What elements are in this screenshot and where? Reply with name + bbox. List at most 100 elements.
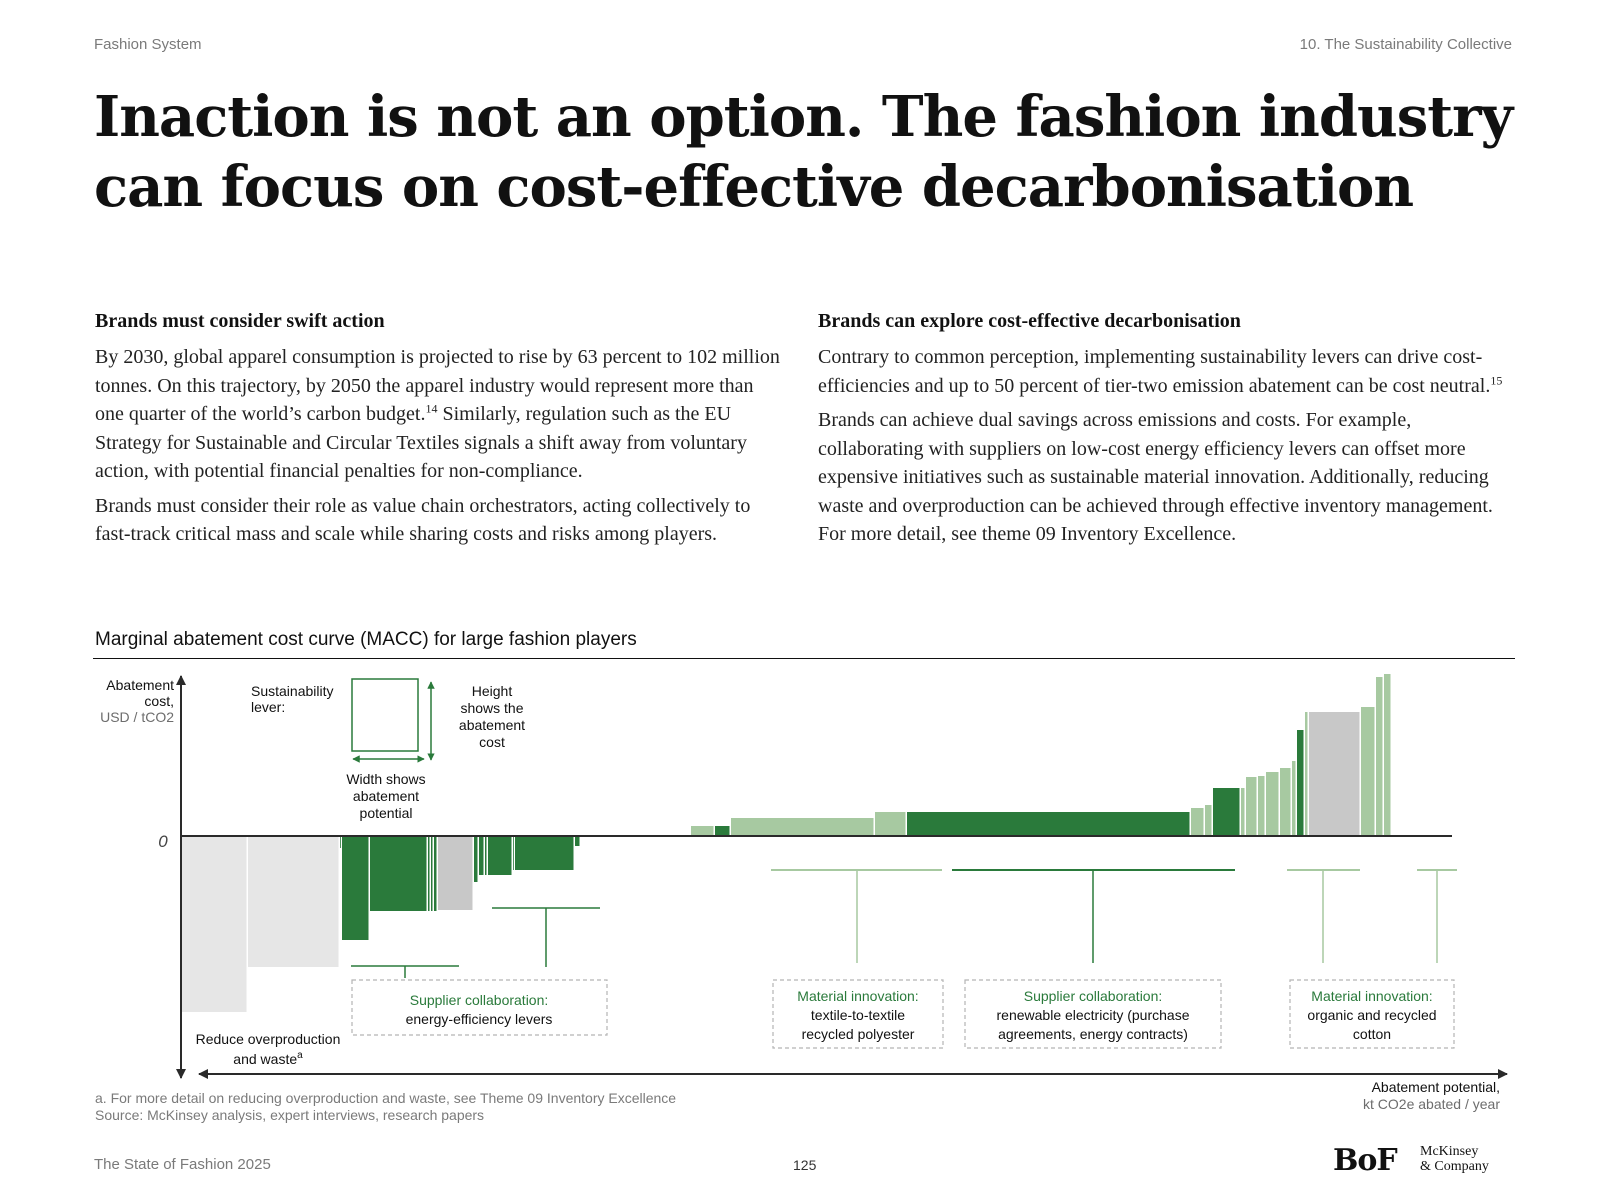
macc-bar-32 [1297,730,1304,836]
annotation-box [1289,979,1455,1049]
macc-bar-30 [1280,768,1291,836]
macc-bar-5 [370,836,427,911]
annotation-reduce-overproduction: Reduce overproduction and wastea [196,1031,341,1067]
legend-height-line-3: abatement [459,717,525,733]
annotation-reduce-line-1: Reduce overproduction [196,1031,341,1047]
right-p1-text: Contrary to common perception, implement… [818,346,1491,397]
left-p1-tail: Similarly, regulation such as the EU Str… [95,403,747,482]
footnote-ref-15: 15 [1490,372,1503,387]
right-column-heading: Brands can explore cost-effective decarb… [818,310,1241,332]
footnote-ref-14: 14 [425,401,438,416]
left-column-heading: Brands must consider swift action [95,310,385,332]
annotation-material-textile-to-textile: Material innovation: textile-to-textile … [771,869,944,1049]
mckinsey-logo-line-2: & Company [1420,1159,1489,1174]
macc-bar-22 [907,812,1190,836]
legend-height-line-2: shows the [460,700,523,716]
macc-bar-10 [474,836,478,882]
macc-bar-11 [479,836,484,875]
annotation-supplier-energy-efficiency: Supplier collaboration: energy-efficienc… [351,907,608,1036]
macc-bar-4 [342,836,369,940]
annotation-reduce-line-2: and wastea [233,1050,303,1067]
left-column: Brands must consider swift action By 203… [95,310,785,555]
y-axis-label-line-1: Abatement [106,677,174,693]
macc-bar-6 [428,836,430,911]
legend-lever-label-line-2: lever: [251,699,285,715]
macc-bar-8 [434,836,437,911]
macc-bar-37 [1384,674,1391,836]
annotation-line-1: textile-to-textile [811,1007,905,1023]
x-axis-label: Abatement potential, [1372,1079,1500,1095]
chart-title-rule [93,658,1515,659]
left-column-paragraph-2: Brands must consider their role as value… [95,494,751,546]
right-column-paragraph-2: Brands can achieve dual savings across e… [818,409,1493,545]
annotation-heading: Material innovation: [1311,988,1432,1004]
chart-title: Marginal abatement cost curve (MACC) for… [95,629,637,650]
macc-bar-18 [691,826,714,836]
annotation-box [351,979,608,1036]
macc-bar-36 [1376,677,1383,836]
x-axis-unit: kt CO2e abated / year [1363,1096,1500,1112]
annotation-line-1: renewable electricity (purchase [997,1007,1190,1023]
footer-publication: The State of Fashion 2025 [94,1156,271,1173]
macc-bar-9 [438,836,473,910]
footer-page-number: 125 [793,1157,817,1173]
header-section-label: Fashion System [94,36,202,53]
macc-bar-20 [731,818,874,836]
y-axis-unit: USD / tCO2 [100,709,174,725]
annotation-box [772,979,944,1049]
header-chapter-label: 10. The Sustainability Collective [1299,36,1512,53]
right-column-paragraph-1: Contrary to common perception, implement… [818,343,1508,400]
mckinsey-logo-line-1: McKinsey [1420,1144,1479,1159]
right-column: Brands can explore cost-effective decarb… [818,310,1508,555]
macc-bar-13 [488,836,512,875]
macc-bar-24 [1205,805,1212,836]
legend-width-line-2: abatement [353,788,419,804]
annotation-material-organic-cotton: Material innovation: organic and recycle… [1287,869,1457,1049]
legend-lever-box [351,678,419,752]
legend-height-line-1: Height [472,683,513,699]
annotation-heading: Material innovation: [797,988,918,1004]
annotation-line-2: cotton [1353,1026,1391,1042]
macc-bar-14 [513,836,514,870]
macc-bar-21 [875,812,906,836]
legend-lever-label-line-1: Sustainability [251,683,334,699]
left-p1-text: By 2030, global apparel consumption is p… [95,346,780,425]
annotation-reduce-line-2-text: and waste [233,1051,297,1067]
page-title-line-2: can focus on cost-effective decarbonisat… [94,154,1414,220]
macc-bar-31 [1292,761,1296,836]
annotation-line-2: recycled polyester [802,1026,915,1042]
annotation-heading: Supplier collaboration: [1024,988,1163,1004]
macc-bar-1 [182,836,247,1012]
macc-bar-26 [1241,788,1245,836]
page-title-line-1: Inaction is not an option. The fashion i… [94,84,1513,150]
legend-height-line-4: cost [479,734,505,750]
macc-bar-2 [248,836,339,967]
macc-bar-16 [575,836,580,846]
zero-tick-label: 0 [158,832,168,851]
macc-bar-33 [1305,712,1308,836]
macc-bar-34 [1309,712,1360,836]
macc-bar-12 [485,836,487,875]
source-note: Source: McKinsey analysis, expert interv… [95,1107,485,1123]
legend-width-line-1: Width shows [346,771,425,787]
page-title: Inaction is not an option. The fashion i… [94,82,1514,222]
macc-bar-29 [1266,772,1279,836]
annotation-supplier-renewable-electricity: Supplier collaboration: renewable electr… [952,869,1235,1049]
macc-bar-25 [1213,788,1240,836]
footnote-a: a. For more detail on reducing overprodu… [95,1090,677,1106]
macc-bar-19 [715,826,730,836]
macc-bars [182,674,1391,1012]
legend-width-line-3: potential [360,805,413,821]
footnote-ref-a: a [297,1050,303,1061]
annotation-line-1: energy-efficiency levers [406,1011,553,1027]
macc-bar-35 [1361,707,1375,836]
macc-bar-23 [1191,808,1204,836]
annotation-heading: Supplier collaboration: [410,992,549,1008]
legend-key: Sustainability lever: Height shows the a… [251,678,525,821]
annotation-box [964,979,1222,1049]
left-column-paragraph-1: By 2030, global apparel consumption is p… [95,343,785,486]
macc-bar-15 [515,836,574,870]
annotation-line-2: agreements, energy contracts) [998,1026,1188,1042]
macc-bar-7 [431,836,433,911]
macc-bar-28 [1258,776,1265,836]
